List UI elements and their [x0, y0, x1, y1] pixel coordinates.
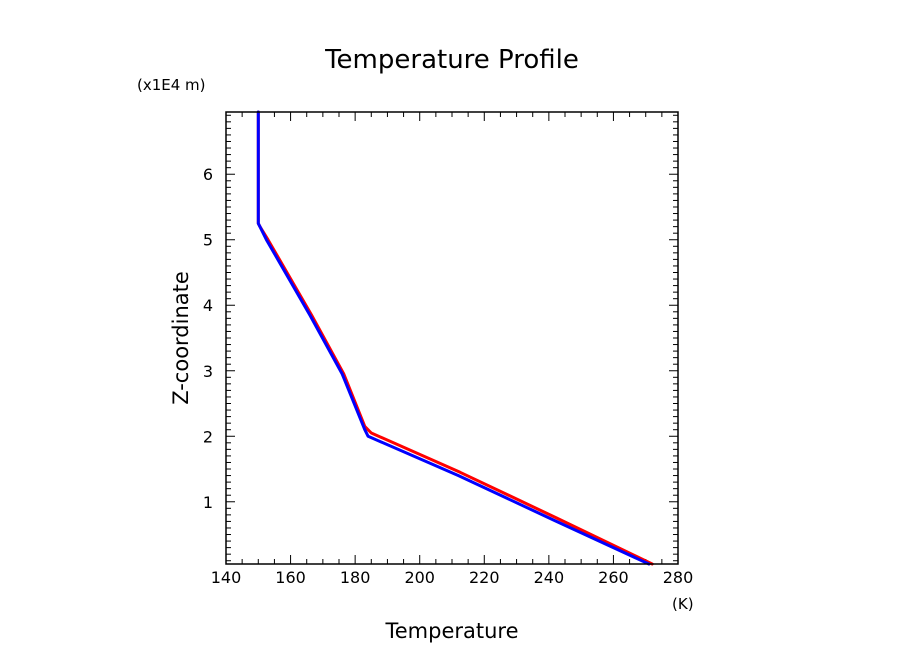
x-tick-label: 280 — [663, 568, 694, 587]
y-unit-label: (x1E4 m) — [137, 76, 206, 94]
y-tick-label: 3 — [203, 362, 213, 381]
y-tick-label: 2 — [203, 427, 213, 446]
x-tick-label: 160 — [275, 568, 306, 587]
y-tick-label: 5 — [203, 231, 213, 250]
red-series-line — [256, 110, 654, 566]
x-tick-label: 140 — [211, 568, 242, 587]
x-tick-labels: 140 160 180 200 220 240 260 280 — [211, 568, 694, 587]
x-tick-label: 180 — [340, 568, 371, 587]
y-tick-labels: 1 2 3 4 5 6 — [203, 165, 213, 512]
x-tick-label: 260 — [598, 568, 629, 587]
x-tick-label: 220 — [469, 568, 500, 587]
x-tick-label: 240 — [534, 568, 565, 587]
chart-title: Temperature Profile — [324, 45, 579, 75]
x-tick-label: 200 — [404, 568, 435, 587]
data-series — [256, 110, 654, 566]
y-tick-label: 1 — [203, 493, 213, 512]
y-tick-label: 6 — [203, 165, 213, 184]
x-axis-label: Temperature — [384, 619, 518, 643]
y-axis-label: Z-coordinate — [169, 271, 193, 405]
plot-frame — [225, 111, 679, 565]
x-unit-label: (K) — [672, 595, 694, 613]
y-tick-label: 4 — [203, 296, 213, 315]
axis-ticks — [225, 112, 679, 564]
blue-series-line — [256, 110, 651, 566]
